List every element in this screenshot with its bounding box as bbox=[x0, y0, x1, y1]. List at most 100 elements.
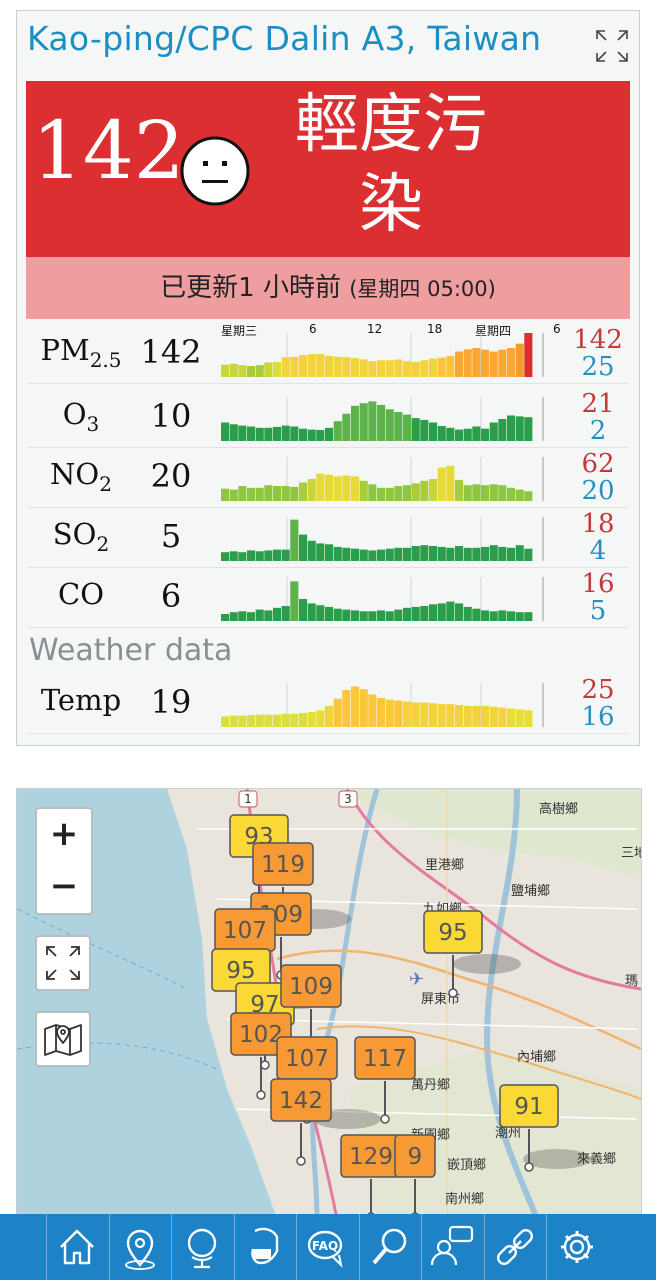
toolbar-button-chat-person[interactable] bbox=[421, 1214, 482, 1280]
sparkline-bar bbox=[420, 545, 429, 561]
sparkline-bar bbox=[229, 612, 238, 621]
sparkline-bar bbox=[524, 417, 533, 441]
sparkline-bar bbox=[446, 465, 455, 501]
toolbar-button-map-pin[interactable] bbox=[108, 1214, 170, 1280]
place-label: 南州鄉 bbox=[445, 1191, 484, 1207]
updated-text: 已更新1 小時前 bbox=[160, 273, 341, 303]
expand-icon[interactable] bbox=[595, 29, 629, 63]
pollutant-row[interactable]: SO2 5 18 4 bbox=[27, 507, 629, 568]
sparkline-bar bbox=[446, 601, 455, 621]
sparkline-bar bbox=[290, 581, 299, 621]
pollutant-value: 20 bbox=[150, 457, 192, 495]
sparkline-chart bbox=[221, 683, 544, 727]
sparkline-bar bbox=[264, 550, 273, 561]
sparkline-bar bbox=[403, 485, 412, 501]
sparkline-bar bbox=[290, 356, 299, 377]
pollutant-value: 5 bbox=[160, 517, 182, 555]
sparkline-bar bbox=[420, 702, 429, 727]
pollutant-row[interactable]: Temp 19 25 16 bbox=[27, 673, 629, 734]
sparkline-bar bbox=[238, 552, 247, 561]
map-canvas[interactable]: ✈高樹鄉三地里港鄉鹽埔鄉九如鄉屏東市瑪內埔鄉萬丹鄉新園鄉嵌頂鄉南州鄉來義鄉潮州1… bbox=[17, 789, 641, 1219]
sparkline-bar bbox=[403, 701, 412, 727]
pollutant-row[interactable]: PM2.5 142 142 25 bbox=[27, 323, 629, 384]
pollutant-value: 6 bbox=[160, 577, 182, 615]
sparkline-bar bbox=[507, 415, 516, 441]
sparkline-bar bbox=[359, 403, 368, 441]
toolbar-button-faq[interactable]: FAQ bbox=[296, 1214, 357, 1280]
sparkline-bar bbox=[524, 612, 533, 621]
sparkline-bar bbox=[524, 710, 533, 727]
sparkline-bar bbox=[333, 421, 342, 441]
sparkline-bar bbox=[273, 607, 282, 621]
sparkline-bar bbox=[420, 360, 429, 377]
station-map[interactable]: ✈高樹鄉三地里港鄉鹽埔鄉九如鄉屏東市瑪內埔鄉萬丹鄉新園鄉嵌頂鄉南州鄉來義鄉潮州1… bbox=[16, 788, 642, 1220]
sparkline-bar bbox=[489, 351, 498, 377]
sparkline-bar bbox=[316, 605, 325, 621]
zoom-in-button[interactable]: + bbox=[35, 807, 93, 863]
marker-anchor bbox=[296, 1156, 306, 1166]
toolbar-button-mask[interactable] bbox=[233, 1214, 295, 1280]
toolbar-button-globe[interactable] bbox=[171, 1214, 232, 1280]
sparkline-bar bbox=[411, 546, 420, 561]
sparkline-bar bbox=[333, 546, 342, 561]
axis-label: 星期四 bbox=[475, 324, 512, 338]
sparkline-bar bbox=[411, 418, 420, 441]
sparkline-bar bbox=[385, 548, 394, 561]
sparkline-bar bbox=[325, 474, 334, 501]
toolbar-button-search[interactable] bbox=[358, 1214, 420, 1280]
sparkline-bar bbox=[455, 351, 464, 377]
sparkline-bar bbox=[247, 715, 256, 727]
sparkline-bar bbox=[463, 485, 472, 501]
toolbar-button-link[interactable] bbox=[483, 1214, 545, 1280]
sparkline-bar bbox=[368, 694, 377, 727]
sparkline-bar bbox=[255, 487, 264, 501]
toolbar-button-gear[interactable] bbox=[546, 1214, 607, 1280]
sparkline-bar bbox=[264, 610, 273, 621]
sparkline-bar bbox=[368, 611, 377, 621]
sparkline-bar bbox=[342, 547, 351, 561]
pollutant-row[interactable]: CO 6 16 5 bbox=[27, 567, 629, 628]
aqi-value: 142 bbox=[32, 104, 185, 197]
sparkline-bar bbox=[238, 365, 247, 377]
sparkline-bar bbox=[264, 362, 273, 377]
sparkline-bar bbox=[429, 422, 438, 441]
faq-icon: FAQ bbox=[307, 1230, 343, 1269]
sparkline-bar bbox=[524, 491, 533, 501]
sparkline-bar bbox=[299, 599, 308, 621]
sparkline-bar bbox=[429, 358, 438, 377]
map-layers-button[interactable] bbox=[35, 1011, 91, 1067]
sparkline-bar bbox=[515, 416, 524, 441]
min-value: 4 bbox=[589, 536, 607, 566]
zoom-out-button[interactable]: − bbox=[35, 861, 93, 915]
sparkline-bar bbox=[507, 708, 516, 727]
aqi-level-line1: 輕度污 bbox=[295, 88, 487, 162]
sparkline-chart bbox=[221, 457, 544, 501]
sparkline-bar bbox=[472, 484, 481, 501]
sparkline-bar bbox=[455, 429, 464, 441]
sparkline-bar bbox=[394, 609, 403, 621]
sparkline-bar bbox=[351, 686, 360, 727]
sparkline-chart bbox=[221, 517, 544, 561]
aqi-map-marker-label: 102 bbox=[239, 1022, 283, 1048]
sparkline-bar bbox=[472, 705, 481, 727]
sparkline-bar bbox=[463, 349, 472, 377]
cloud-shadow bbox=[453, 954, 521, 974]
sparkline-bar bbox=[351, 405, 360, 441]
sparkline-bar bbox=[221, 422, 230, 441]
minor-road bbox=[197, 828, 638, 1120]
globe-icon bbox=[187, 1228, 217, 1269]
toolbar-button-home[interactable] bbox=[46, 1214, 107, 1280]
map-fullscreen-button[interactable] bbox=[35, 935, 91, 991]
sparkline-bar bbox=[255, 427, 264, 441]
neutral-face-icon bbox=[180, 136, 250, 206]
sparkline-bar bbox=[429, 604, 438, 621]
pollutant-name: Temp bbox=[31, 683, 131, 717]
sparkline-bar bbox=[281, 357, 290, 377]
pollutant-row[interactable]: NO2 20 62 20 bbox=[27, 447, 629, 508]
sparkline-bar bbox=[368, 550, 377, 561]
sparkline-bar bbox=[229, 489, 238, 501]
sparkline-bar bbox=[455, 705, 464, 727]
pollutant-row[interactable]: O3 10 21 2 bbox=[27, 387, 629, 448]
sparkline-bar bbox=[368, 361, 377, 377]
sparkline-bar bbox=[342, 357, 351, 377]
